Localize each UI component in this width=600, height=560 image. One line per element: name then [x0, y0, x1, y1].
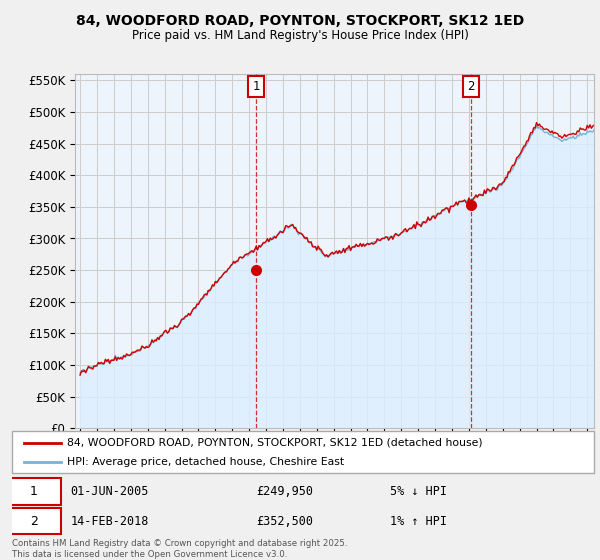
Text: 1% ↑ HPI: 1% ↑ HPI [391, 515, 448, 528]
FancyBboxPatch shape [6, 508, 61, 534]
Text: Contains HM Land Registry data © Crown copyright and database right 2025.
This d: Contains HM Land Registry data © Crown c… [12, 539, 347, 559]
Text: 1: 1 [253, 80, 260, 93]
Text: £352,500: £352,500 [256, 515, 313, 528]
Text: 2: 2 [30, 515, 38, 528]
Text: £249,950: £249,950 [256, 485, 313, 498]
Text: 01-JUN-2005: 01-JUN-2005 [70, 485, 149, 498]
Text: HPI: Average price, detached house, Cheshire East: HPI: Average price, detached house, Ches… [67, 457, 344, 467]
Text: 1: 1 [30, 485, 38, 498]
Text: 2: 2 [467, 80, 475, 93]
Text: 14-FEB-2018: 14-FEB-2018 [70, 515, 149, 528]
Text: 84, WOODFORD ROAD, POYNTON, STOCKPORT, SK12 1ED: 84, WOODFORD ROAD, POYNTON, STOCKPORT, S… [76, 14, 524, 28]
Text: 5% ↓ HPI: 5% ↓ HPI [391, 485, 448, 498]
Text: Price paid vs. HM Land Registry's House Price Index (HPI): Price paid vs. HM Land Registry's House … [131, 29, 469, 42]
Text: 84, WOODFORD ROAD, POYNTON, STOCKPORT, SK12 1ED (detached house): 84, WOODFORD ROAD, POYNTON, STOCKPORT, S… [67, 437, 483, 447]
FancyBboxPatch shape [6, 478, 61, 505]
FancyBboxPatch shape [12, 431, 594, 473]
